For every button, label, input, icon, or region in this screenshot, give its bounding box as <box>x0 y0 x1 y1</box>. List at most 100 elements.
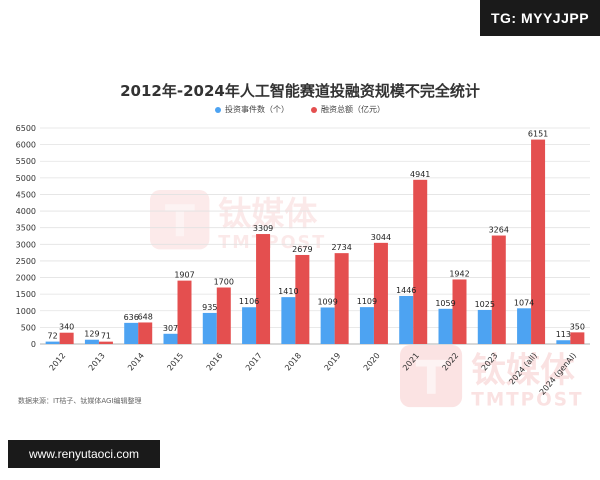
watermark-brand-cn: 钛媒体 <box>471 351 575 391</box>
data-label: 4941 <box>410 170 430 179</box>
data-label: 350 <box>570 322 585 331</box>
legend-swatch-blue <box>215 106 221 113</box>
y-tick-label: 2500 <box>16 257 36 266</box>
data-label: 1106 <box>239 297 259 306</box>
y-tick-label: 4500 <box>16 190 36 199</box>
data-label: 3309 <box>253 224 273 233</box>
legend-item-deals: 投资事件数（个） <box>215 104 289 115</box>
bar-deals <box>202 312 217 344</box>
bar-deals <box>517 308 532 344</box>
bar-deals <box>320 307 335 344</box>
y-tick-label: 2000 <box>16 274 36 283</box>
data-label: 648 <box>138 312 153 321</box>
data-label: 1907 <box>174 271 194 280</box>
data-label: 1025 <box>475 300 495 309</box>
data-label: 636 <box>124 313 139 322</box>
x-tick-label: 2014 <box>126 351 146 372</box>
bar-funding <box>256 234 271 344</box>
data-label: 1074 <box>514 298 534 307</box>
legend-swatch-red <box>311 106 317 113</box>
watermark-brand-en: TMTPOST <box>218 233 326 253</box>
bar-funding <box>491 235 506 344</box>
y-tick-label: 4000 <box>16 207 36 216</box>
bar-deals <box>477 309 492 344</box>
watermark-brand-en: TMTPOST <box>471 390 583 411</box>
bar-deals <box>45 341 60 344</box>
data-label: 3264 <box>489 226 509 235</box>
watermark-logo-box <box>150 190 210 250</box>
x-tick-label: 2015 <box>165 351 185 372</box>
y-tick-label: 1000 <box>16 307 36 316</box>
y-tick-label: 1500 <box>16 290 36 299</box>
chart-legend: 投资事件数（个） 融资总额（亿元） <box>0 104 600 115</box>
legend-label-deals: 投资事件数（个） <box>225 105 289 114</box>
chart-title: 2012年-2024年人工智能赛道投融资规模不完全统计 <box>120 82 480 100</box>
data-label: 1942 <box>449 269 469 278</box>
bar-deals <box>281 297 296 344</box>
y-tick-label: 3500 <box>16 224 36 233</box>
bar-deals <box>556 340 571 344</box>
bar-funding <box>334 253 349 344</box>
y-tick-label: 500 <box>21 323 36 332</box>
bar-funding <box>98 341 113 344</box>
data-label: 2734 <box>331 243 351 252</box>
watermark-brand-cn: 钛媒体 <box>218 194 317 233</box>
bar-deals <box>399 295 414 344</box>
watermark-logo-letter: T <box>416 350 448 404</box>
bar-funding <box>373 242 388 344</box>
x-tick-label: 2012 <box>47 351 67 372</box>
x-tick-label: 2016 <box>205 351 225 372</box>
data-label: 113 <box>556 330 571 339</box>
data-label: 6151 <box>528 130 548 139</box>
y-tick-label: 5000 <box>16 174 36 183</box>
bar-funding <box>452 279 467 344</box>
y-tick-label: 6500 <box>16 124 36 133</box>
x-tick-label: 2017 <box>244 351 264 372</box>
y-tick-label: 0 <box>31 340 36 349</box>
data-label: 1446 <box>396 286 416 295</box>
url-badge: www.renyutaoci.com <box>8 440 160 468</box>
data-label: 935 <box>202 303 217 312</box>
bar-deals <box>438 308 453 344</box>
tg-badge: TG: MYYJJPP <box>480 0 600 36</box>
bar-funding <box>413 179 428 344</box>
data-label: 3044 <box>371 233 391 242</box>
bar-funding <box>177 280 192 344</box>
legend-item-funding: 融资总额（亿元） <box>311 104 385 115</box>
x-tick-label: 2019 <box>322 351 342 372</box>
data-label: 71 <box>101 332 111 341</box>
x-tick-label: 2020 <box>362 351 382 372</box>
source-note: 数据来源：IT桔子、钛媒体AGI编辑整理 <box>18 397 142 405</box>
watermark-logo-box <box>400 345 463 408</box>
data-label: 307 <box>163 324 178 333</box>
data-label: 340 <box>59 323 74 332</box>
legend-label-funding: 融资总额（亿元） <box>321 105 385 114</box>
data-label: 1059 <box>435 299 455 308</box>
bar-deals <box>359 307 374 344</box>
bar-funding <box>570 332 585 344</box>
y-tick-label: 5500 <box>16 157 36 166</box>
x-tick-label: 2013 <box>87 351 107 372</box>
bar-funding <box>138 322 153 344</box>
y-tick-label: 3000 <box>16 240 36 249</box>
data-label: 2679 <box>292 245 312 254</box>
bar-deals <box>242 307 257 344</box>
bar-deals <box>84 339 99 344</box>
data-label: 1700 <box>214 278 234 287</box>
bar-funding <box>531 139 546 344</box>
bar-deals <box>163 333 178 344</box>
watermark-logo-letter: T <box>165 196 195 247</box>
bar-funding <box>59 332 74 344</box>
x-tick-label: 2018 <box>283 351 303 372</box>
data-label: 129 <box>84 330 99 339</box>
bar-funding <box>295 254 310 344</box>
data-label: 1410 <box>278 287 298 296</box>
bar-deals <box>124 322 139 344</box>
data-label: 72 <box>48 332 58 341</box>
data-label: 1099 <box>317 297 337 306</box>
bars-layer <box>45 139 585 344</box>
y-tick-label: 6000 <box>16 141 36 150</box>
data-label: 1109 <box>357 297 377 306</box>
